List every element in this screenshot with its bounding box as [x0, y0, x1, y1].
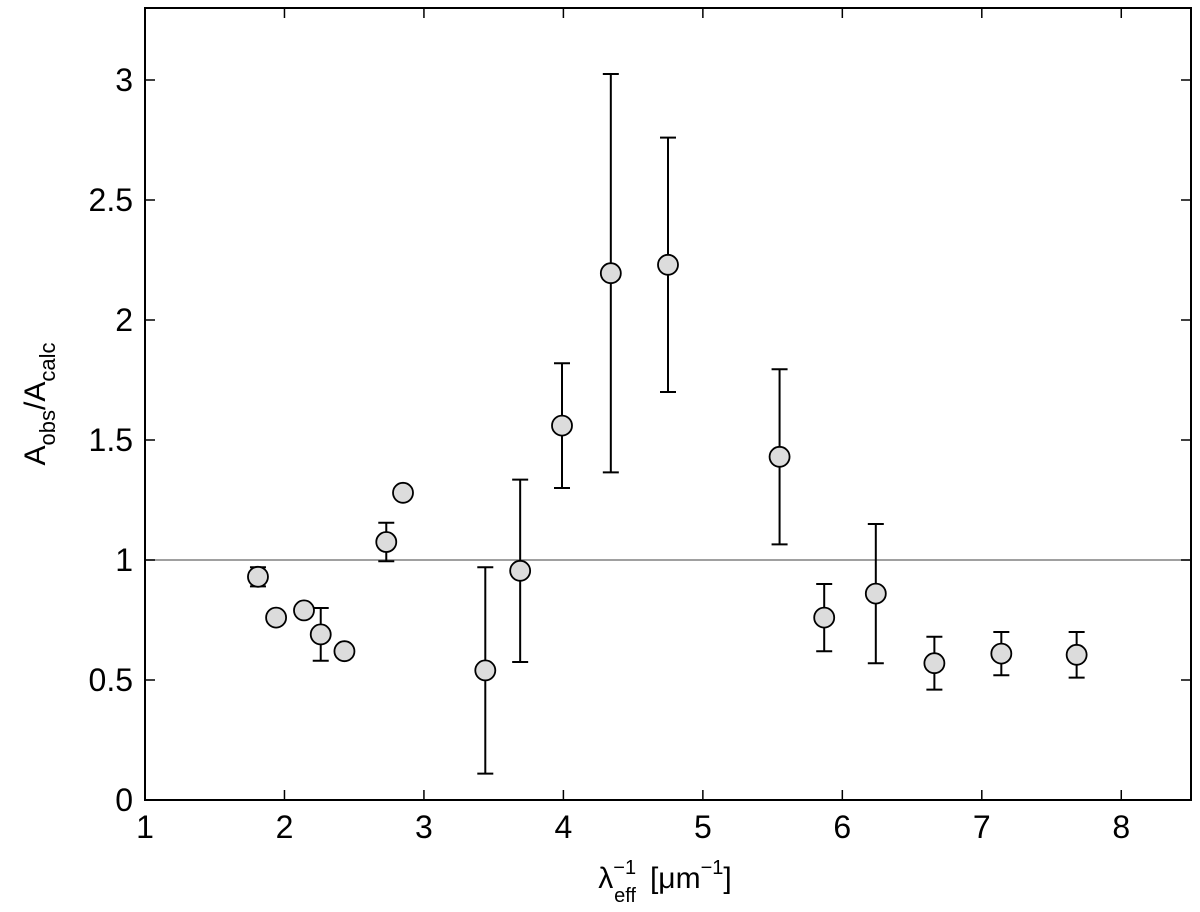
data-point — [813, 606, 836, 629]
data-point — [551, 414, 573, 437]
x-tick-label: 4 — [555, 809, 573, 845]
x-label-part: −1 — [613, 857, 636, 879]
data-point — [990, 642, 1013, 665]
x-label-part: eff — [614, 885, 636, 907]
data-point — [509, 559, 532, 582]
data-point — [375, 531, 398, 553]
x-tick-label: 3 — [415, 809, 433, 845]
x-tick-label: 6 — [833, 809, 851, 845]
y-axis-label: Aobs/Acalc — [19, 343, 60, 466]
data-point — [333, 640, 356, 663]
data-point — [923, 652, 946, 675]
y-tick-label: 3 — [115, 62, 133, 98]
data-point — [599, 262, 622, 285]
y-tick-label: 1 — [115, 542, 133, 578]
data-point — [293, 599, 315, 622]
x-label-part: ] — [723, 862, 731, 895]
data-point — [247, 565, 269, 588]
x-tick-label: 7 — [973, 809, 991, 845]
x-label-part: [μm — [650, 862, 701, 895]
data-point — [474, 659, 497, 682]
x-tick-label: 2 — [276, 809, 294, 845]
y-label-part: calc — [35, 343, 60, 382]
x-label-part: λ — [598, 862, 613, 895]
x-tick-label: 8 — [1112, 809, 1130, 845]
data-point — [1065, 643, 1088, 666]
x-tick-label: 1 — [136, 809, 154, 845]
data-point — [265, 606, 287, 629]
x-tick-label: 5 — [694, 809, 712, 845]
y-label-part: A — [19, 445, 52, 465]
data-point — [864, 582, 887, 605]
data-point — [309, 623, 332, 646]
y-tick-label: 2.5 — [89, 182, 133, 218]
data-point — [392, 481, 414, 504]
y-label-part: /A — [19, 382, 52, 410]
y-tick-label: 2 — [115, 302, 133, 338]
data-point — [768, 445, 791, 468]
y-tick-label: 1.5 — [89, 422, 133, 458]
plot-frame — [144, 7, 1192, 801]
y-label-part: obs — [35, 410, 60, 445]
data-point — [657, 253, 679, 276]
y-tick-label: 0.5 — [89, 662, 133, 698]
y-tick-label: 0 — [115, 782, 133, 818]
x-label-part: −1 — [701, 857, 724, 879]
x-axis-label: λ−1 eff[μm−1] — [598, 857, 731, 907]
